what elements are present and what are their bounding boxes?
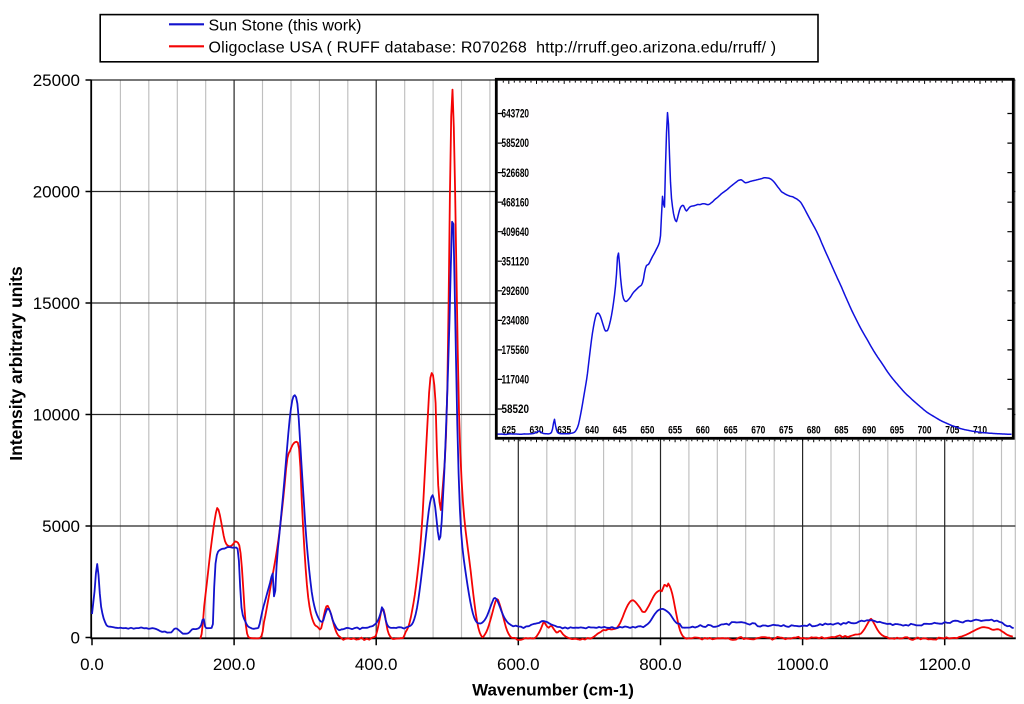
svg-text:468160: 468160 [502,197,530,209]
svg-text:800.0: 800.0 [639,655,682,674]
svg-text:58520: 58520 [502,404,530,416]
svg-text:1200.0: 1200.0 [919,655,971,674]
svg-text:675: 675 [779,424,793,436]
svg-text:292600: 292600 [502,286,530,298]
svg-text:643720: 643720 [502,109,530,121]
svg-text:409640: 409640 [502,227,530,239]
svg-text:695: 695 [890,424,904,436]
svg-text:15000: 15000 [33,294,80,313]
svg-text:600.0: 600.0 [497,655,540,674]
svg-text:234080: 234080 [502,316,530,328]
svg-text:400.0: 400.0 [355,655,398,674]
svg-text:526680: 526680 [502,168,530,180]
svg-text:200.0: 200.0 [213,655,256,674]
svg-text:660: 660 [696,424,710,436]
svg-text:Oligoclase USA ( RUFF database: Oligoclase USA ( RUFF database: R070268 … [209,39,777,56]
svg-text:680: 680 [807,424,821,436]
svg-text:0.0: 0.0 [80,655,104,674]
svg-text:25000: 25000 [33,71,80,90]
svg-text:670: 670 [751,424,765,436]
svg-text:Wavenumber (cm-1): Wavenumber (cm-1) [472,680,634,699]
svg-text:655: 655 [668,424,682,436]
svg-text:10000: 10000 [33,406,80,425]
svg-text:685: 685 [834,424,848,436]
svg-text:1000.0: 1000.0 [777,655,829,674]
svg-text:710: 710 [973,424,987,436]
svg-text:175560: 175560 [502,345,530,357]
svg-text:585200: 585200 [502,138,530,150]
svg-text:690: 690 [862,424,876,436]
svg-text:Intensity arbitrary units: Intensity arbitrary units [6,266,26,461]
svg-text:665: 665 [724,424,738,436]
svg-text:700: 700 [918,424,932,436]
svg-text:645: 645 [613,424,627,436]
svg-text:5000: 5000 [42,517,80,536]
svg-text:0: 0 [71,629,80,648]
svg-text:351120: 351120 [502,256,530,268]
svg-text:117040: 117040 [502,375,530,387]
svg-text:640: 640 [585,424,599,436]
svg-text:Sun Stone (this work): Sun Stone (this work) [209,18,362,35]
svg-text:650: 650 [640,424,654,436]
svg-text:20000: 20000 [33,183,80,202]
